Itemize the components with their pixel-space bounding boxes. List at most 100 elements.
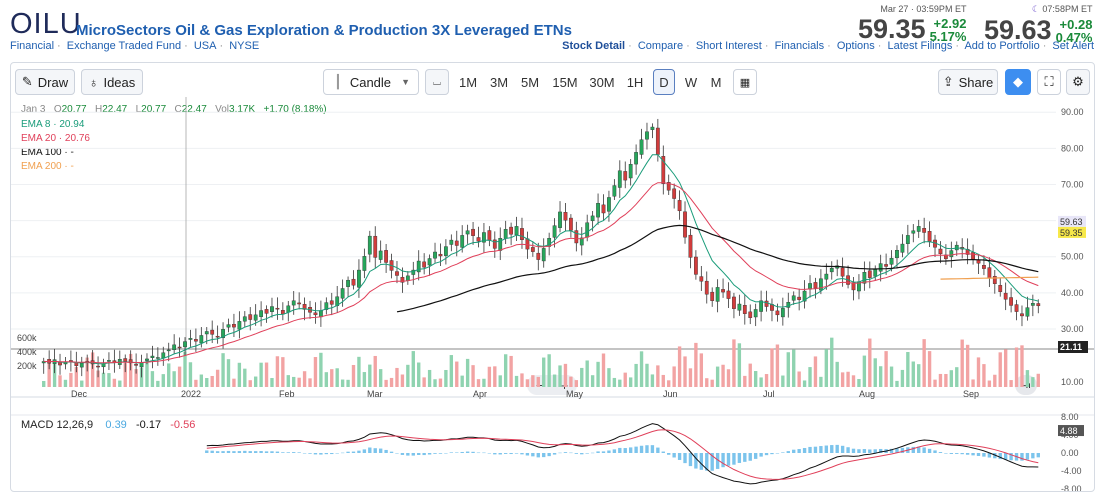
fullscreen-button[interactable]: ⛶	[1037, 69, 1061, 95]
candle-body	[797, 296, 802, 300]
link-short-interest[interactable]: Short Interest	[695, 40, 762, 52]
volume-bar	[449, 355, 454, 387]
ohlc-high: 22.47	[102, 104, 128, 115]
macd-histogram-bar	[531, 453, 535, 457]
tf-30m[interactable]: 30M	[589, 74, 615, 90]
close-quote: Mar 27 · 03:59PM ET 59.35 +2.92 5.17%	[858, 4, 966, 45]
candle-body	[384, 250, 388, 263]
candle-body	[199, 335, 204, 344]
ema20-row[interactable]: EMA 20 · 20.76	[21, 133, 90, 144]
tf-1h[interactable]: 1H	[626, 74, 644, 90]
volume-bar	[917, 364, 921, 387]
macd-histogram-bar	[460, 451, 464, 453]
macd-histogram-bar	[862, 449, 867, 453]
ema8-line	[43, 154, 1039, 365]
volume-bar	[520, 373, 524, 387]
x-tick-label: Mar	[367, 389, 383, 399]
candle-body	[971, 252, 975, 260]
candle-body	[683, 211, 687, 238]
ema100-row[interactable]: EMA 100 · -	[21, 147, 74, 158]
macd-histogram-bar	[873, 449, 877, 453]
volume-bar	[824, 349, 829, 387]
premium-button[interactable]: ◆	[1005, 69, 1031, 95]
chart-type-select[interactable]: ┃ Candle ▼	[323, 69, 419, 95]
macd-histogram-bar	[373, 448, 377, 453]
candle-body	[155, 357, 160, 359]
price-chart[interactable]: 90.0080.0070.0060.0050.0040.0030.00600k4…	[11, 97, 1094, 491]
link-options[interactable]: Options	[836, 40, 875, 52]
interval-picker-button[interactable]: ⌴	[425, 69, 449, 95]
macd-histogram-bar	[650, 445, 655, 453]
moon-icon: ☾	[1031, 4, 1040, 14]
ema8-row[interactable]: EMA 8 · 20.94	[21, 119, 85, 130]
crumb-exchange[interactable]: NYSE	[229, 40, 260, 52]
candle-body	[1020, 313, 1024, 317]
volume-bar	[563, 363, 568, 387]
link-compare[interactable]: Compare	[637, 40, 684, 52]
candle-body	[753, 309, 758, 318]
candle-body	[242, 316, 247, 322]
macd-histogram-bar	[270, 451, 274, 453]
macd-histogram-bar	[770, 453, 774, 455]
crumb-sector[interactable]: Financial	[10, 40, 55, 52]
crumb-type[interactable]: Exchange Traded Fund	[66, 40, 182, 52]
volume-bar	[835, 361, 839, 387]
volume-bar	[438, 378, 443, 387]
link-financials[interactable]: Financials	[774, 40, 825, 52]
candle-body	[748, 311, 753, 318]
macd-histogram-bar	[601, 451, 606, 453]
tf-3m[interactable]: 3M	[489, 74, 509, 90]
x-tick-label: Jun	[663, 389, 678, 399]
candle-body	[601, 204, 606, 214]
tf-1m[interactable]: 1M	[458, 74, 478, 90]
macd-histogram-bar	[1031, 453, 1035, 459]
draw-button[interactable]: ✎ Draw	[15, 69, 75, 95]
volume-bar	[623, 372, 627, 387]
tf-w[interactable]: W	[684, 74, 698, 90]
macd-histogram-bar	[427, 453, 432, 455]
calendar-button[interactable]: ▦	[733, 69, 757, 95]
ideas-button[interactable]: ♁ Ideas	[81, 69, 143, 95]
volume-bar	[503, 354, 508, 387]
macd-histogram-bar	[688, 453, 693, 467]
fund-name[interactable]: MicroSectors Oil & Gas Exploration & Pro…	[76, 22, 572, 39]
volume-bar	[792, 349, 796, 387]
macd-histogram-bar	[433, 453, 437, 454]
ohlc-vol: 3.17K	[229, 104, 256, 115]
volume-bar	[819, 376, 823, 387]
macd-histogram-bar	[1020, 453, 1024, 461]
candle-body	[780, 308, 785, 318]
settings-button[interactable]: ⚙	[1066, 69, 1090, 95]
macd-histogram-bar	[471, 451, 475, 453]
macd-histogram-bar	[786, 451, 790, 453]
after-price-label: 59.63	[1060, 217, 1083, 227]
volume-bar	[476, 379, 481, 387]
macd-tick-label: -4.00	[1061, 466, 1082, 476]
link-stock-detail[interactable]: Stock Detail	[562, 40, 626, 52]
candle-body	[232, 323, 236, 328]
share-button[interactable]: ⇪ Share	[938, 69, 998, 95]
volume-bar	[319, 352, 323, 387]
macd-legend[interactable]: MACD 12,26,9 0.39 -0.17 -0.56	[21, 419, 195, 431]
macd-histogram-bar	[335, 453, 339, 454]
tf-5m[interactable]: 5M	[520, 74, 540, 90]
macd-histogram-bar	[253, 451, 258, 453]
tf-m[interactable]: M	[710, 74, 722, 90]
link-latest-filings[interactable]: Latest Filings	[887, 40, 953, 52]
macd-label: MACD 12,26,9	[21, 419, 94, 431]
tf-15m[interactable]: 15M	[552, 74, 578, 90]
fullscreen-icon: ⛶	[1044, 74, 1054, 89]
ema200-row[interactable]: EMA 200 · -	[21, 161, 74, 172]
link-add-portfolio[interactable]: Add to Portfolio	[964, 40, 1040, 52]
volume-bar	[509, 355, 513, 387]
macd-histogram-bar	[808, 446, 812, 453]
candle-body	[889, 257, 894, 265]
volume-bar	[90, 352, 95, 387]
crumb-country[interactable]: USA	[193, 40, 217, 52]
volume-bar	[286, 375, 290, 387]
x-tick-label: Dec	[71, 389, 88, 399]
candle-body	[416, 260, 421, 273]
volume-bar	[411, 351, 415, 387]
tf-d[interactable]: D	[653, 69, 675, 95]
link-set-alert[interactable]: Set Alert	[1052, 40, 1094, 52]
